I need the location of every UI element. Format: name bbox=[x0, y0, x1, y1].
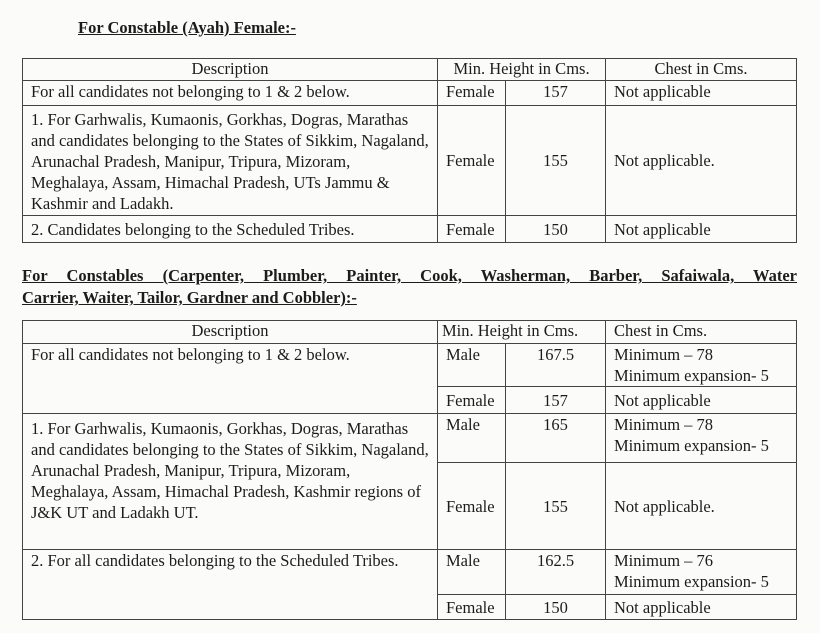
table-row: For all candidates not belonging to 1 & … bbox=[22, 80, 797, 106]
description-cell: For all candidates not belonging to 1 & … bbox=[22, 343, 438, 414]
header-chest: Chest in Cms. bbox=[605, 320, 797, 344]
gender-cell: Female bbox=[437, 386, 506, 414]
description-cell: For all candidates not belonging to 1 & … bbox=[22, 80, 438, 106]
chest-expansion: Minimum expansion- 5 bbox=[614, 366, 769, 385]
ayah-table: Description Min. Height in Cms. Chest in… bbox=[22, 58, 797, 243]
chest-cell: Not applicable bbox=[605, 80, 797, 106]
tradesmen-table: Description Min. Height in Cms. Chest in… bbox=[22, 320, 797, 620]
section2-title-line1: For Constables (Carpenter, Plumber, Pain… bbox=[22, 266, 797, 285]
chest-cell: Not applicable. bbox=[605, 105, 797, 216]
header-description: Description bbox=[22, 58, 438, 81]
height-cell: 165 bbox=[504, 413, 607, 463]
header-chest: Chest in Cms. bbox=[605, 58, 797, 81]
height-cell: 155 bbox=[504, 462, 607, 550]
chest-minimum: Minimum – 78 bbox=[614, 345, 714, 364]
height-cell: 157 bbox=[504, 386, 607, 414]
chest-expansion: Minimum expansion- 5 bbox=[614, 572, 769, 591]
table-row: 1. For Garhwalis, Kumaonis, Gorkhas, Dog… bbox=[22, 413, 797, 550]
gender-cell: Male bbox=[437, 413, 506, 463]
height-cell: 150 bbox=[504, 594, 607, 620]
height-cell: 162.5 bbox=[504, 549, 607, 595]
chest-cell: Not applicable bbox=[605, 386, 797, 414]
chest-minimum: Minimum – 78 bbox=[614, 415, 714, 434]
gender-cell: Female bbox=[437, 80, 506, 106]
height-cell: 167.5 bbox=[504, 343, 607, 387]
header-description: Description bbox=[22, 320, 438, 344]
chest-cell: Minimum – 78 Minimum expansion- 5 bbox=[605, 413, 797, 463]
table-row: Female 155 Not applicable. bbox=[23, 462, 797, 550]
chest-cell: Not applicable bbox=[605, 215, 797, 243]
gender-cell: Female bbox=[437, 594, 506, 620]
table-row: 2. Candidates belonging to the Scheduled… bbox=[22, 215, 797, 243]
description-cell: 1. For Garhwalis, Kumaonis, Gorkhas, Dog… bbox=[22, 105, 438, 216]
table-row: 1. For Garhwalis, Kumaonis, Gorkhas, Dog… bbox=[22, 105, 797, 216]
chest-cell: Minimum – 78 Minimum expansion- 5 bbox=[605, 343, 797, 387]
gender-cell: Female bbox=[437, 105, 506, 216]
table-row: 2. For all candidates belonging to the S… bbox=[22, 549, 797, 620]
gender-cell: Female bbox=[437, 462, 506, 550]
gender-cell: Male bbox=[437, 549, 506, 595]
height-cell: 157 bbox=[504, 80, 607, 106]
chest-expansion: Minimum expansion- 5 bbox=[614, 436, 769, 455]
section1-title: For Constable (Ayah) Female:- bbox=[78, 18, 296, 37]
table-row: Female 157 Not applicable bbox=[23, 386, 797, 414]
chest-minimum: Minimum – 76 bbox=[614, 551, 714, 570]
description-cell: 2. For all candidates belonging to the S… bbox=[22, 549, 438, 620]
gender-cell: Female bbox=[437, 215, 506, 243]
chest-cell: Not applicable. bbox=[605, 462, 797, 550]
table-row: Female 150 Not applicable bbox=[23, 594, 797, 620]
header-height: Min. Height in Cms. bbox=[436, 320, 607, 344]
section2-title-line2: Carrier, Waiter, Tailor, Gardner and Cob… bbox=[22, 288, 357, 307]
height-cell: 150 bbox=[504, 215, 607, 243]
height-cell: 155 bbox=[504, 105, 607, 216]
table-row: For all candidates not belonging to 1 & … bbox=[22, 343, 797, 414]
header-height: Min. Height in Cms. bbox=[436, 58, 607, 81]
description-cell: 1. For Garhwalis, Kumaonis, Gorkhas, Dog… bbox=[22, 413, 438, 550]
chest-cell: Minimum – 76 Minimum expansion- 5 bbox=[605, 549, 797, 595]
gender-cell: Male bbox=[437, 343, 506, 387]
chest-cell: Not applicable bbox=[605, 594, 797, 620]
description-cell: 2. Candidates belonging to the Scheduled… bbox=[22, 215, 438, 243]
